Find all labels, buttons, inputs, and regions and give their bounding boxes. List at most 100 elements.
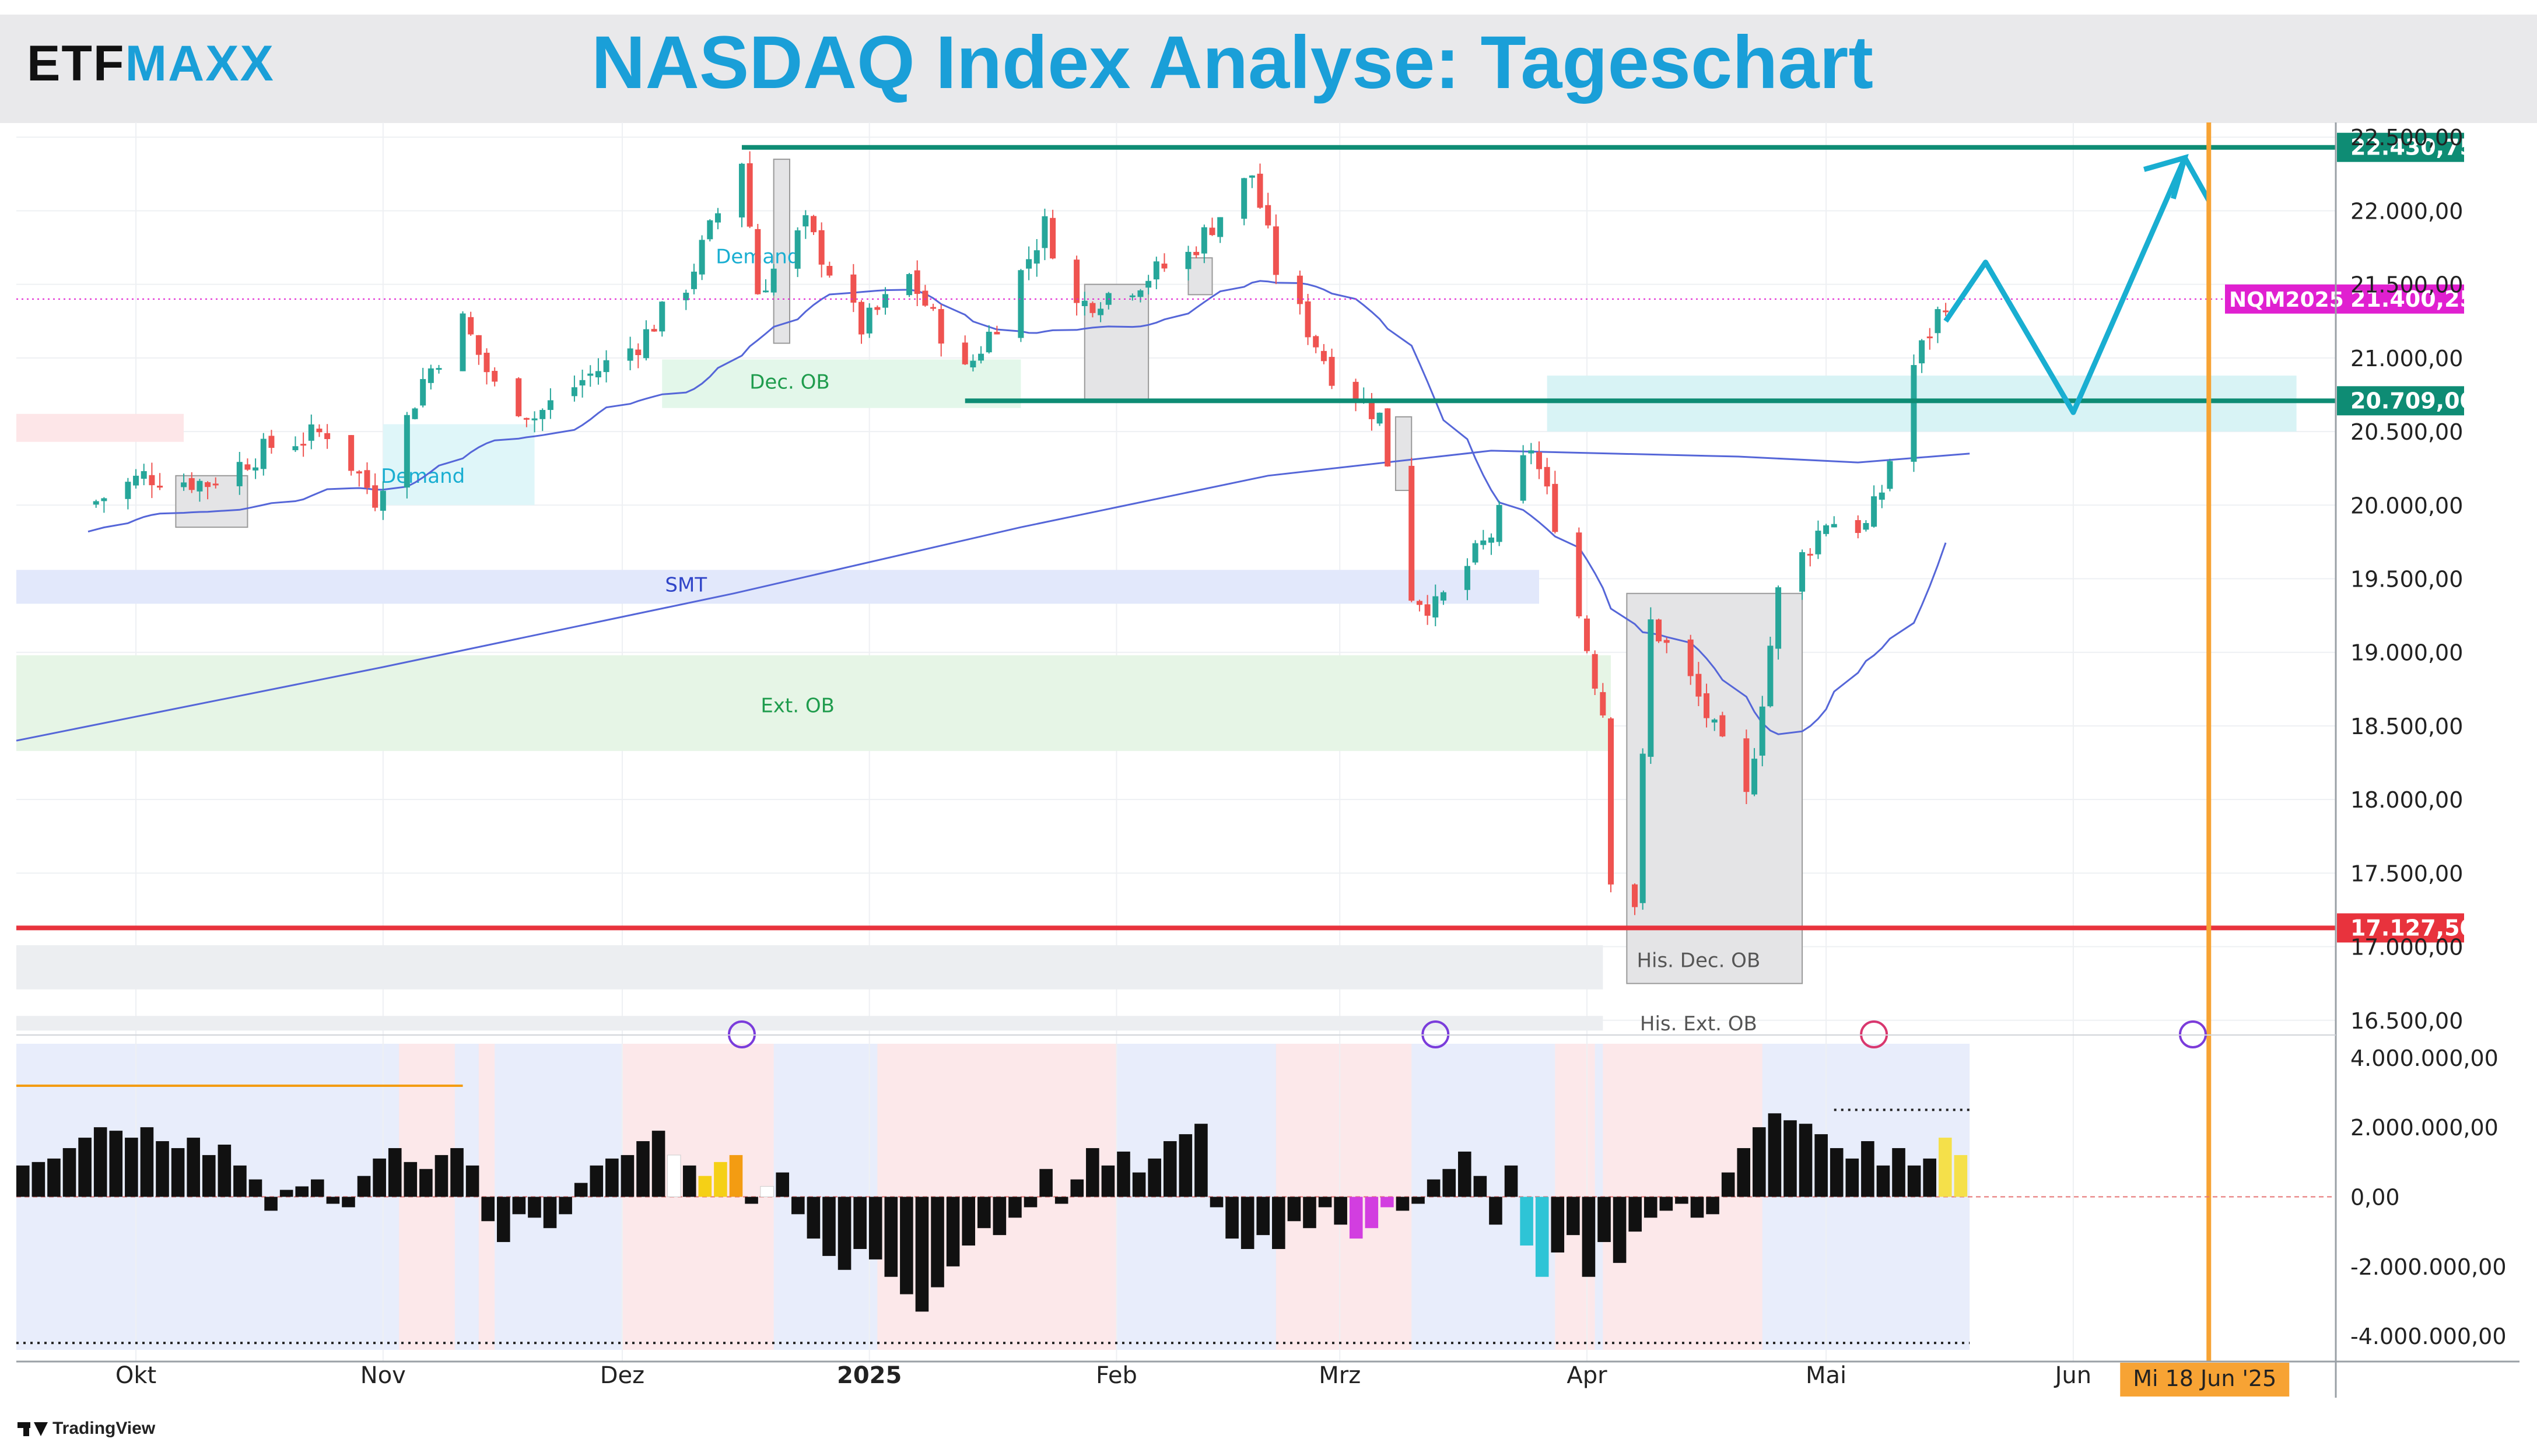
candle (1265, 192, 1271, 229)
candle (1743, 729, 1750, 805)
oscillator-bar (1659, 1197, 1673, 1211)
candle-body (1536, 452, 1542, 469)
oscillator-bar (481, 1197, 495, 1222)
oscillator-bar (248, 1179, 262, 1197)
candle-body (755, 229, 761, 294)
key-level-tag (2337, 913, 2464, 943)
price-tick-label: 16.500,00 (2350, 1008, 2463, 1034)
candle (412, 407, 418, 420)
candle-body (316, 429, 323, 433)
oscillator-bar (760, 1186, 774, 1198)
oscillator-bar (574, 1183, 588, 1197)
key-level-tag (2337, 386, 2464, 416)
candle-body (1807, 553, 1813, 556)
candle (436, 364, 442, 374)
candle (1544, 458, 1550, 494)
candle (1608, 717, 1614, 893)
candle-body (1249, 175, 1255, 178)
candle (1767, 637, 1774, 708)
candle-body (1305, 301, 1311, 338)
oscillator-bar (698, 1176, 712, 1197)
candle-body (1656, 619, 1662, 641)
candle (1656, 618, 1662, 643)
oscillator-tick-label: -4.000.000,00 (2350, 1324, 2507, 1349)
oscillator-bar (357, 1176, 371, 1197)
candle (627, 336, 633, 371)
candle-body (906, 274, 913, 296)
candle (1241, 177, 1248, 226)
candle-body (1074, 259, 1080, 303)
candle (531, 411, 538, 433)
candle-body (714, 213, 721, 223)
candle-body (1329, 357, 1335, 386)
candle-body (1273, 226, 1279, 275)
price-tick-label: 17.000,00 (2350, 935, 2463, 960)
candle (826, 261, 833, 278)
candle (579, 369, 586, 398)
candle (803, 210, 809, 239)
candle (1352, 378, 1359, 412)
current-price-label: 21.400,25 (2350, 286, 2475, 312)
price-tick-label: 20.000,00 (2350, 493, 2463, 518)
candle (1050, 209, 1056, 259)
candle-body (707, 220, 713, 240)
oscillator-bar (776, 1172, 790, 1197)
oscillator-bar (1024, 1197, 1038, 1208)
candle-body (1863, 522, 1869, 530)
candle-body (1695, 673, 1702, 697)
candle (1098, 302, 1104, 322)
candle (1153, 257, 1159, 289)
oscillator-bar (202, 1155, 216, 1197)
oscillator-bar (31, 1162, 45, 1197)
candle (141, 464, 147, 486)
candle (1807, 548, 1813, 567)
candle-body (914, 270, 920, 294)
oscillator-bar (78, 1138, 92, 1197)
oscillator-bar (931, 1197, 944, 1287)
candle (1935, 306, 1941, 343)
oscillator-bar (791, 1197, 805, 1215)
header-bar (0, 15, 2537, 123)
candle-body (1265, 205, 1271, 226)
oscillator-bar (388, 1148, 402, 1197)
candle (882, 287, 889, 315)
current-price-tag (2225, 284, 2464, 314)
candle-body (436, 368, 442, 370)
candle (1496, 500, 1502, 546)
candle-body (803, 215, 809, 227)
candle (1408, 458, 1415, 602)
oscillator-bar (1644, 1197, 1658, 1218)
candle (938, 304, 944, 357)
candle (205, 481, 211, 500)
candle-body (141, 471, 147, 479)
candle (1329, 348, 1335, 390)
candle (571, 376, 577, 402)
candle (244, 458, 251, 471)
candle-body (643, 329, 649, 359)
candle (149, 462, 155, 499)
price-tick-label: 20.500,00 (2350, 419, 2463, 445)
oscillator-bar (853, 1197, 867, 1249)
oscillator-bar (1256, 1197, 1270, 1236)
candle-body (1432, 596, 1439, 618)
candle (1687, 634, 1694, 685)
etfmaxx-logo: ETFMAXX (27, 35, 275, 93)
oscillator-bar (1582, 1197, 1596, 1277)
candle-body (683, 293, 689, 300)
candle-body (483, 352, 490, 373)
oscillator-bar (682, 1165, 696, 1197)
key-level-label: 22.430,75 (2350, 135, 2475, 160)
candle (316, 424, 323, 437)
tradingview-logo-icon (17, 1422, 48, 1437)
oscillator-bar (419, 1169, 433, 1197)
candle-body (523, 417, 530, 420)
candle (1033, 239, 1040, 277)
candle (1704, 683, 1710, 728)
candle-body (1385, 408, 1391, 466)
oscillator-bar (1210, 1197, 1224, 1208)
candle (300, 432, 307, 457)
candle (324, 424, 331, 449)
candle-body (1823, 525, 1830, 534)
candle-body (1201, 227, 1207, 254)
